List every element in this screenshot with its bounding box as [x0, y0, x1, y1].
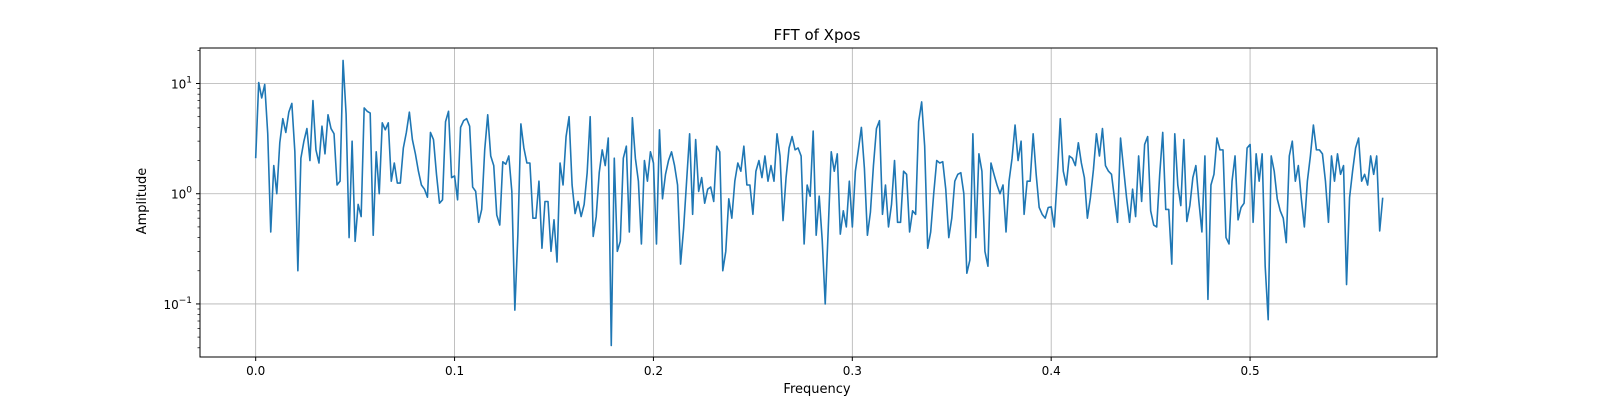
x-axis-label: Frequency — [783, 382, 850, 397]
y-axis-label: Amplitude — [135, 168, 150, 235]
x-tick-label: 0.1 — [445, 364, 464, 378]
y-tick-label: 100 — [171, 186, 192, 202]
x-tick-label: 0.2 — [644, 364, 663, 378]
data-layer — [254, 59, 1384, 347]
axes: 0.0 0.1 0.2 0.3 0.4 0.5 10−1 100 101 — [163, 47, 1438, 378]
x-tick-label: 0.0 — [246, 364, 265, 378]
x-tick-label: 0.3 — [843, 364, 862, 378]
x-tick-label: 0.5 — [1241, 364, 1260, 378]
chart-title: FFT of Xpos — [774, 26, 861, 44]
x-tick-label: 0.4 — [1042, 364, 1061, 378]
fft-series-line — [254, 59, 1384, 347]
plot-frame — [199, 47, 1438, 358]
y-tick-label: 101 — [171, 76, 192, 92]
y-tick-label: 10−1 — [163, 296, 192, 312]
